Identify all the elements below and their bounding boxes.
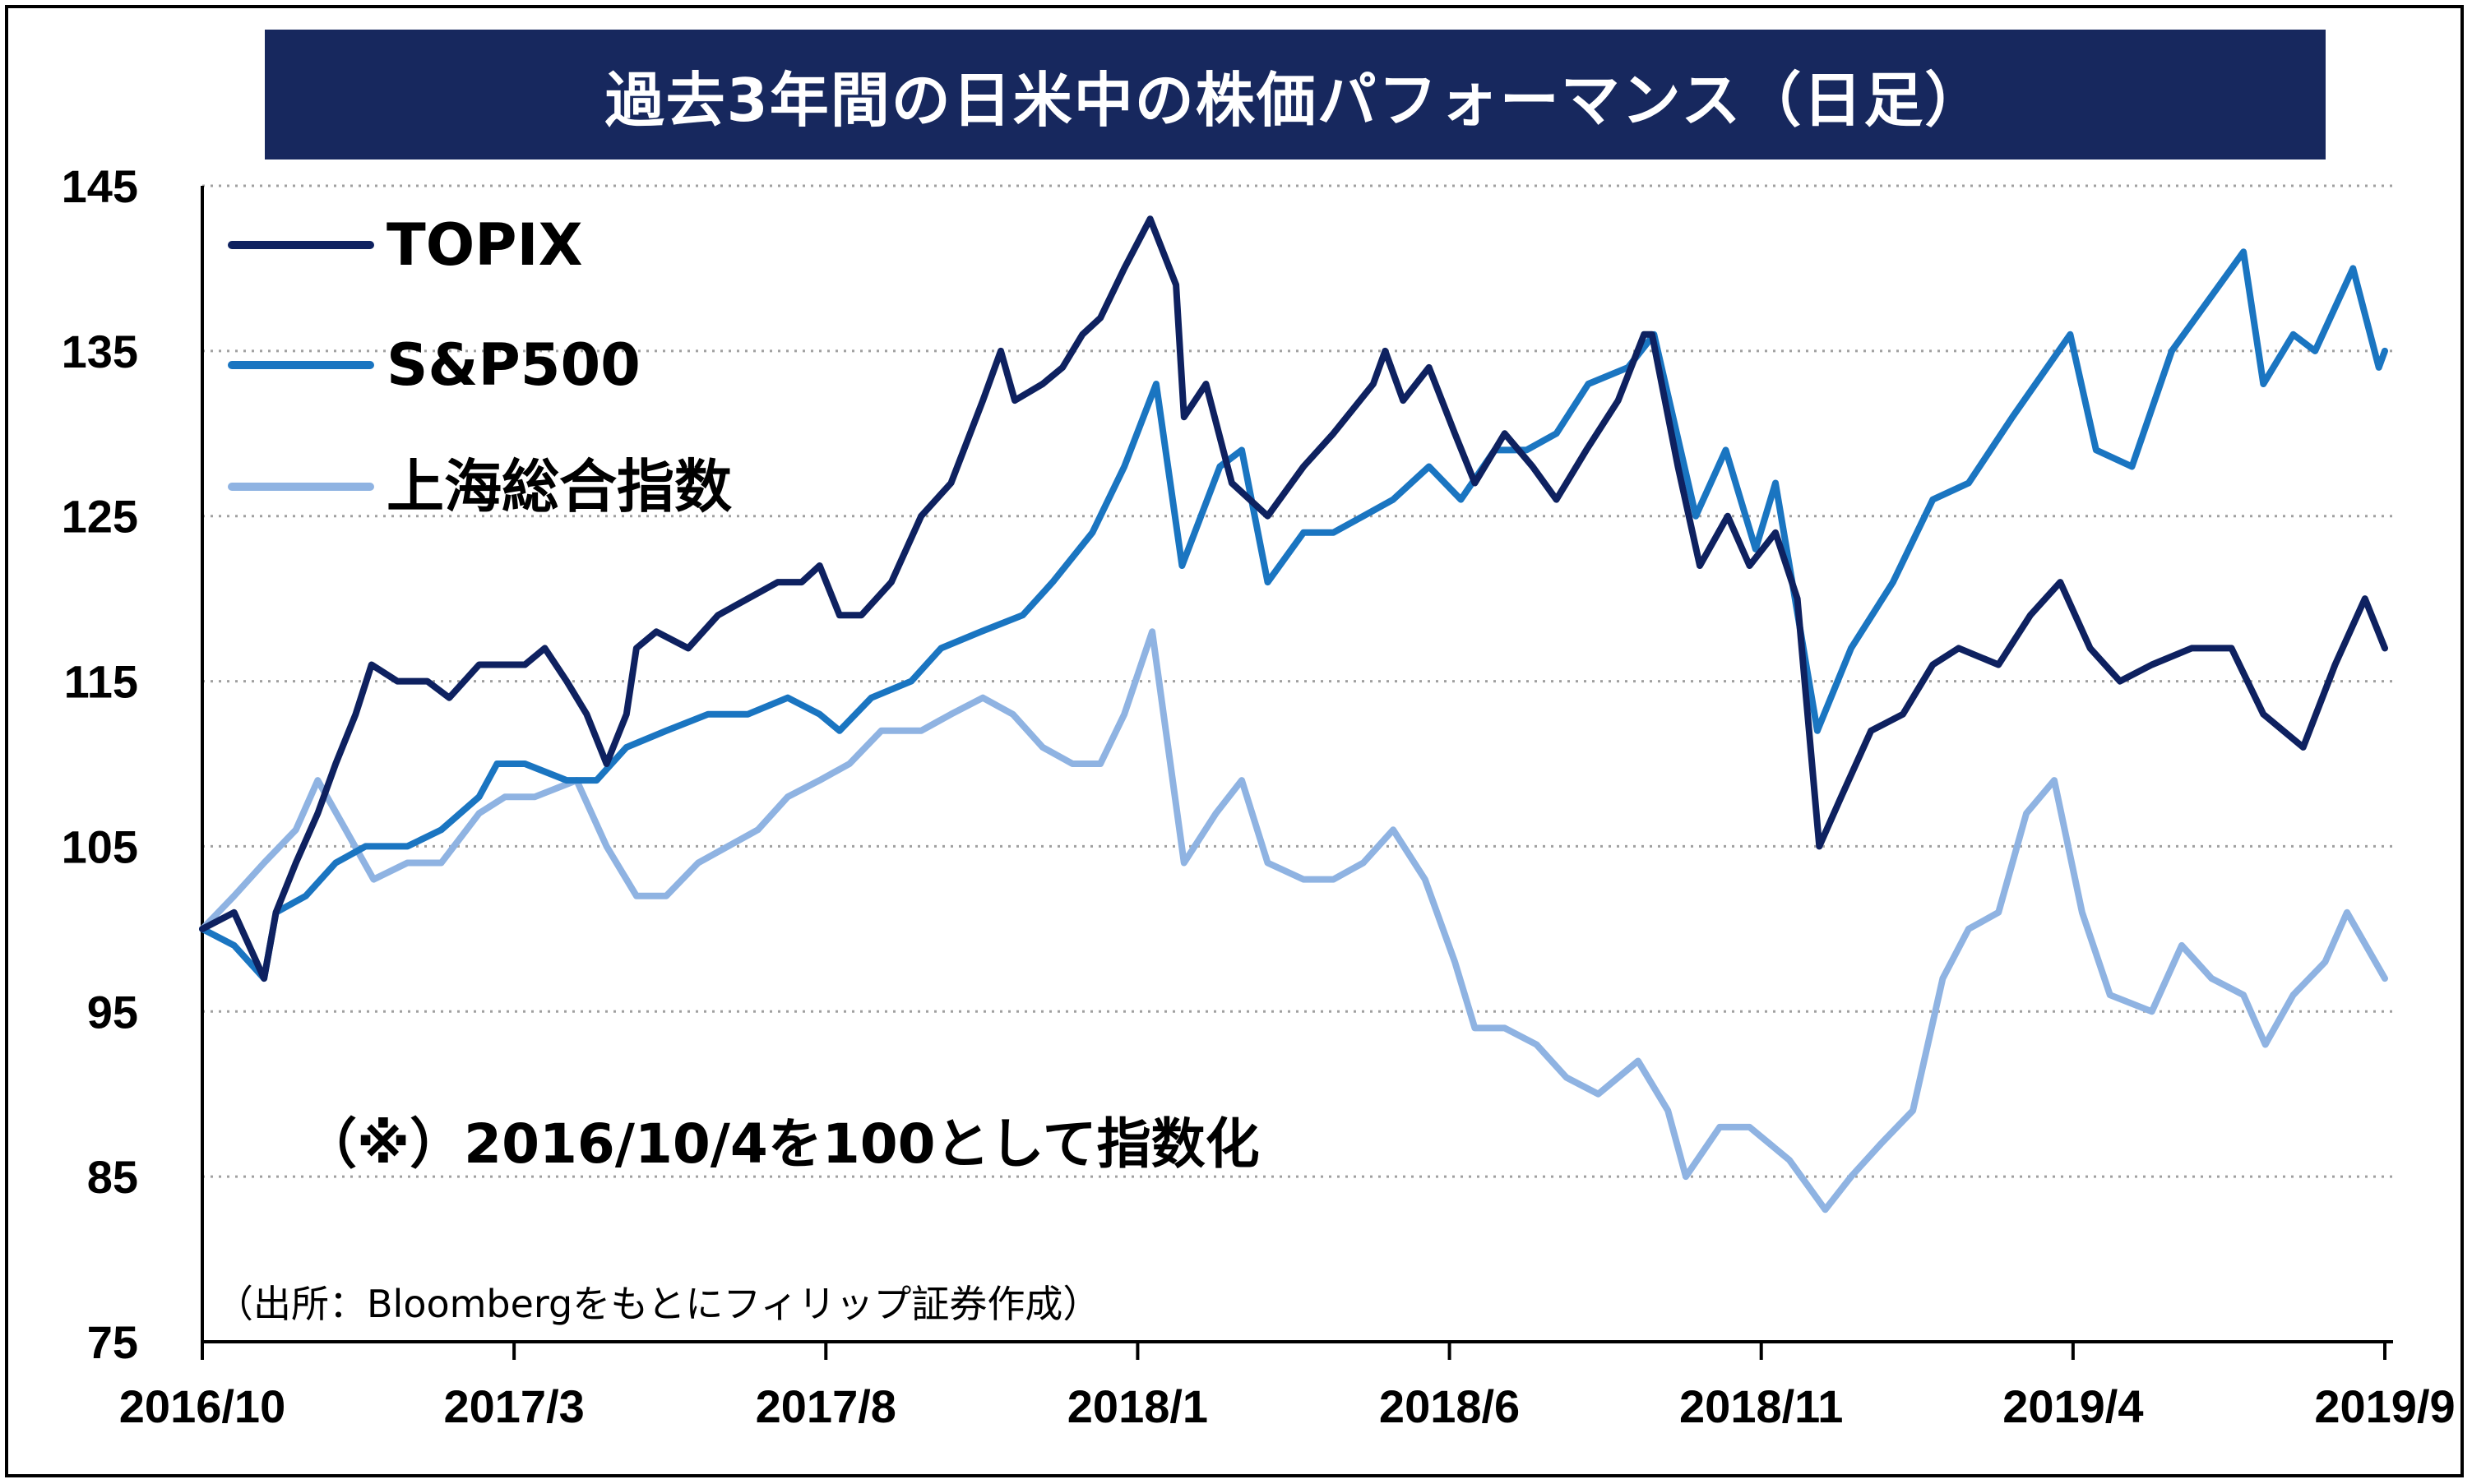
x-tick-label: 2017/3: [444, 1380, 585, 1432]
legend-label: 上海総合指数: [387, 453, 732, 520]
chart-title: 過去3年間の日米中の株価パフォーマンス（日足）: [265, 30, 2326, 159]
x-tick-label: 2019/4: [2002, 1380, 2143, 1432]
y-tick-label: 125: [62, 491, 138, 543]
y-tick-label: 85: [87, 1151, 138, 1203]
source-note: （出所：Bloombergをもとにフィリップ証券作成）: [215, 1282, 1100, 1326]
legend-label: S&P500: [387, 331, 641, 399]
x-tick-label: 2018/1: [1067, 1380, 1208, 1432]
y-tick-label: 75: [87, 1316, 138, 1368]
x-tick-label: 2018/11: [1679, 1380, 1843, 1432]
x-tick-label: 2019/9: [2314, 1380, 2455, 1432]
y-tick-label: 135: [62, 326, 138, 377]
x-tick-label: 2017/8: [756, 1380, 896, 1432]
y-tick-label: 145: [62, 160, 138, 212]
x-tick-label: 2018/6: [1379, 1380, 1520, 1432]
y-tick-label: 105: [62, 821, 138, 872]
legend-label: TOPIX: [387, 211, 583, 279]
index-note: （※）2016/10/4を100として指数化: [303, 1112, 1260, 1176]
chart-frame: [5, 5, 2464, 1477]
y-tick-label: 95: [87, 986, 138, 1038]
series-line-1: [199, 215, 2388, 982]
y-tick-label: 115: [64, 656, 138, 708]
series-line-2: [199, 248, 2388, 982]
x-tick-label: 2016/10: [119, 1380, 285, 1432]
